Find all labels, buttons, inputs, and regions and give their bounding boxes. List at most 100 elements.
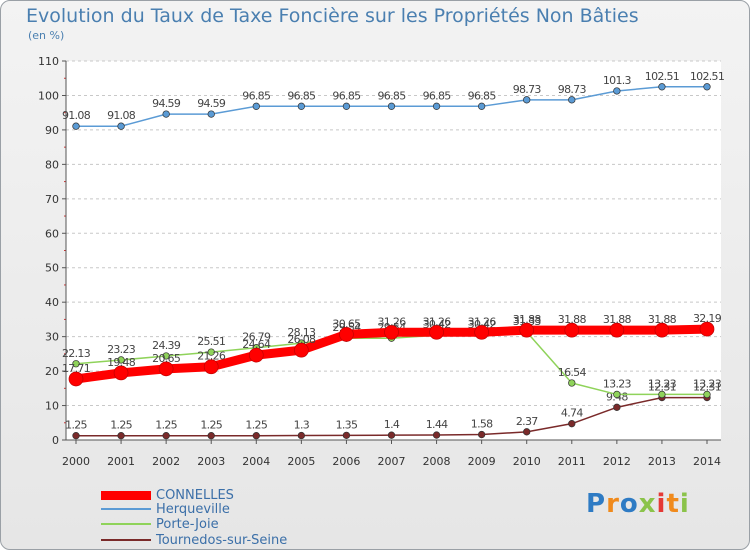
logo-letter: t: [666, 489, 680, 519]
logo-letter: r: [606, 489, 620, 519]
data-point: [429, 324, 444, 340]
legend-label: Porte-Joie: [156, 516, 219, 532]
data-point: [523, 428, 531, 436]
data-point: [477, 430, 486, 439]
data-point: [207, 110, 215, 118]
data-point: [203, 359, 219, 375]
data-label: 31.88: [648, 313, 677, 326]
data-label: 13.23: [693, 377, 722, 390]
data-point: [162, 432, 170, 440]
x-tick-label: 2012: [603, 455, 631, 468]
data-point: [297, 431, 306, 440]
logo-letter: P: [586, 489, 607, 519]
data-label: 25.51: [197, 335, 225, 348]
y-axis-unit: (en %): [28, 29, 65, 42]
data-label: 96.85: [423, 89, 452, 102]
data-point: [519, 322, 535, 338]
data-point: [68, 371, 84, 387]
legend-item-connelles: CONNELLES: [101, 487, 234, 503]
data-point: [387, 102, 396, 110]
legend-item-herqueville: Herqueville: [101, 501, 230, 517]
data-point: [297, 102, 306, 110]
data-label: 31.26: [423, 315, 452, 328]
data-point: [613, 390, 621, 399]
data-label: 2.37: [516, 415, 538, 428]
y-tick-label: 20: [45, 365, 59, 378]
data-label: 32.19: [693, 312, 722, 325]
data-point: [658, 390, 666, 399]
chart-title: Evolution du Taux de Taxe Foncière sur l…: [26, 5, 639, 27]
legend-item-tournedos: Tournedos-sur-Seine: [101, 532, 287, 548]
data-point: [474, 324, 489, 340]
x-tick-label: 2011: [558, 455, 586, 468]
y-tick-label: 110: [38, 55, 59, 68]
data-label: 96.85: [287, 89, 316, 102]
x-tick-label: 2009: [468, 455, 496, 468]
data-point: [158, 361, 174, 377]
data-label: 94.59: [152, 97, 181, 110]
data-point: [613, 87, 621, 95]
x-tick-label: 2000: [62, 455, 90, 468]
logo-letter: x: [638, 489, 657, 519]
y-tick-label: 100: [38, 89, 59, 102]
data-point: [699, 321, 715, 337]
data-label: 91.08: [62, 109, 91, 122]
legend-label: Tournedos-sur-Seine: [156, 532, 288, 548]
x-tick-label: 2014: [693, 455, 721, 468]
data-point: [523, 96, 531, 104]
logo-letter: o: [619, 489, 639, 519]
data-label: 31.88: [558, 313, 587, 326]
x-tick-label: 2001: [107, 455, 135, 468]
logo-letter: i: [679, 489, 690, 519]
legend-swatch: [101, 523, 151, 525]
data-point: [248, 347, 264, 363]
data-label: 1.58: [471, 418, 493, 431]
data-label: 1.44: [426, 418, 448, 431]
data-point: [568, 96, 576, 104]
data-label: 102.51: [645, 70, 679, 83]
y-tick-label: 70: [45, 193, 59, 206]
data-point: [162, 110, 170, 118]
data-label: 21.26: [197, 350, 226, 363]
data-point: [387, 431, 396, 439]
data-label: 91.08: [107, 109, 136, 122]
data-label: 23.23: [107, 343, 136, 356]
data-label: 1.25: [200, 419, 222, 432]
data-label: 4.74: [561, 407, 583, 420]
data-point: [207, 348, 215, 356]
data-label: 17.71: [62, 362, 90, 375]
legend-swatch: [101, 490, 151, 500]
data-label: 102.51: [690, 70, 724, 83]
data-point: [432, 102, 441, 110]
data-point: [658, 83, 666, 91]
data-label: 31.88: [603, 313, 632, 326]
data-label: 13.23: [603, 377, 632, 390]
data-point: [339, 327, 354, 342]
y-tick-label: 60: [45, 227, 59, 240]
data-point: [654, 322, 670, 338]
x-tick-label: 2003: [197, 455, 225, 468]
data-point: [252, 102, 260, 110]
y-tick-label: 80: [45, 158, 59, 171]
data-label: 1.3: [294, 419, 310, 432]
data-label: 16.54: [558, 366, 587, 379]
x-tick-label: 2005: [287, 455, 315, 468]
proxiti-logo: Proxiti: [586, 489, 690, 519]
series-tournedos-sur-seine: 1.25 1.25 1.25 1.25 1.25 1.3 1.35 1.4 1.44 1.58 2.…: [65, 381, 722, 440]
data-point: [568, 379, 576, 387]
data-label: 28.13: [287, 326, 316, 339]
data-label: 96.85: [242, 89, 271, 102]
data-label: 31.88: [513, 313, 542, 326]
data-label: 31.33: [513, 315, 542, 328]
data-point: [384, 324, 399, 340]
data-point: [564, 322, 580, 338]
data-label: 1.25: [110, 419, 132, 432]
x-tick-label: 2008: [423, 455, 451, 468]
data-point: [568, 420, 576, 428]
data-label: 1.25: [65, 419, 87, 432]
y-tick-label: 40: [45, 296, 59, 309]
data-point: [117, 356, 125, 364]
data-label: 101.3: [603, 74, 632, 87]
x-tick-label: 2004: [242, 455, 270, 468]
